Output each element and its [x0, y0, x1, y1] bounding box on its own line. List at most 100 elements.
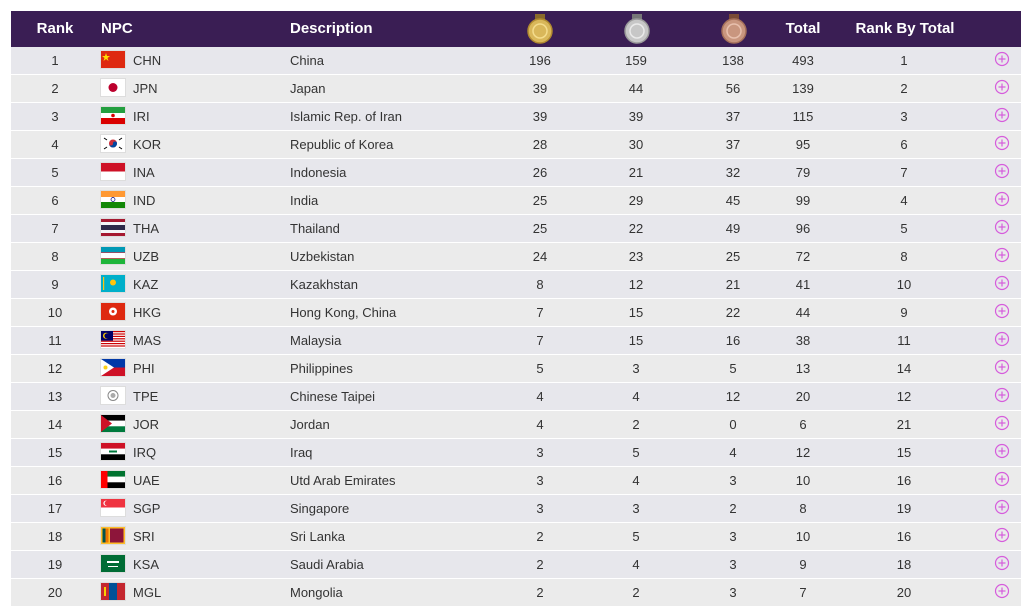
silver-medal-icon[interactable]: [623, 14, 651, 44]
bronze-count: 22: [725, 305, 741, 320]
country-name: China: [290, 53, 324, 68]
expand-plus-icon[interactable]: [994, 247, 1010, 263]
ina-flag-icon: [101, 163, 125, 180]
table-row[interactable]: 9 KAZ Kazakhstan 8 12 21 41 10: [11, 271, 1021, 299]
silver-count: 4: [632, 473, 640, 488]
expand-plus-icon[interactable]: [994, 499, 1010, 515]
header-npc[interactable]: NPC: [101, 20, 133, 37]
expand-plus-icon[interactable]: [994, 135, 1010, 151]
expand-plus-icon[interactable]: [994, 51, 1010, 67]
table-row[interactable]: 5 INA Indonesia 26 21 32 79 7: [11, 159, 1021, 187]
table-row[interactable]: 7 THA Thailand 25 22 49 96 5: [11, 215, 1021, 243]
table-row[interactable]: 2 JPN Japan 39 44 56 139 2: [11, 75, 1021, 103]
bronze-count: 25: [725, 249, 741, 264]
country-name: Japan: [290, 81, 326, 96]
expand-plus-icon[interactable]: [994, 107, 1010, 123]
header-description[interactable]: Description: [290, 20, 373, 37]
bronze-count: 56: [725, 81, 741, 96]
rank-cell: 7: [51, 221, 59, 236]
header-total[interactable]: Total: [785, 20, 821, 37]
kor-flag-icon: [101, 135, 125, 152]
gold-count: 196: [529, 53, 551, 68]
expand-plus-icon[interactable]: [994, 527, 1010, 543]
table-row[interactable]: 17 SGP Singapore 3 3 2 8 19: [11, 495, 1021, 523]
expand-plus-icon[interactable]: [994, 387, 1010, 403]
silver-count: 22: [628, 221, 644, 236]
gold-count: 25: [532, 221, 548, 236]
expand-plus-icon[interactable]: [994, 79, 1010, 95]
gold-count: 7: [536, 333, 544, 348]
table-row[interactable]: 11 MAS Malaysia 7 15 16 38 11: [11, 327, 1021, 355]
npc-code: INA: [133, 165, 155, 180]
rank-cell: 16: [47, 473, 63, 488]
jor-flag-icon: [101, 415, 125, 432]
gold-count: 39: [532, 109, 548, 124]
table-row[interactable]: 19 KSA Saudi Arabia 2 4 3 9 18: [11, 551, 1021, 579]
rank-cell: 8: [51, 249, 59, 264]
total-count: 38: [795, 333, 811, 348]
ind-flag-icon: [101, 191, 125, 208]
expand-plus-icon[interactable]: [994, 219, 1010, 235]
npc-code: KAZ: [133, 277, 159, 292]
rank-cell: 13: [47, 389, 63, 404]
gold-medal-icon[interactable]: [526, 14, 554, 44]
table-row[interactable]: 4 KOR Republic of Korea 28 30 37 95 6: [11, 131, 1021, 159]
country-name: Malaysia: [290, 333, 342, 348]
bronze-count: 32: [725, 165, 741, 180]
silver-count: 15: [628, 333, 644, 348]
rank-cell: 5: [51, 165, 59, 180]
expand-plus-icon[interactable]: [994, 303, 1010, 319]
silver-count: 23: [628, 249, 644, 264]
rank-by-total: 2: [900, 81, 908, 96]
expand-plus-icon[interactable]: [994, 443, 1010, 459]
country-name: Hong Kong, China: [290, 305, 397, 320]
expand-plus-icon[interactable]: [994, 191, 1010, 207]
expand-plus-icon[interactable]: [994, 583, 1010, 599]
rank-cell: 10: [47, 305, 63, 320]
expand-plus-icon[interactable]: [994, 471, 1010, 487]
rank-cell: 20: [47, 585, 63, 600]
npc-code: MAS: [133, 333, 162, 348]
expand-plus-icon[interactable]: [994, 163, 1010, 179]
bronze-medal-icon[interactable]: [720, 14, 748, 44]
table-row[interactable]: 14 JOR Jordan 4 2 0 6 21: [11, 411, 1021, 439]
bronze-count: 37: [725, 109, 741, 124]
gold-count: 2: [536, 585, 544, 600]
rank-by-total: 20: [896, 585, 912, 600]
rank-cell: 11: [48, 333, 62, 348]
table-row[interactable]: 3 IRI Islamic Rep. of Iran 39 39 37 115 3: [11, 103, 1021, 131]
table-row[interactable]: 10 HKG Hong Kong, China 7 15 22 44 9: [11, 299, 1021, 327]
table-row[interactable]: 13 TPE Chinese Taipei 4 4 12 20 12: [11, 383, 1021, 411]
table-row[interactable]: 16 UAE Utd Arab Emirates 3 4 3 10 16: [11, 467, 1021, 495]
rank-cell: 1: [51, 53, 59, 68]
npc-code: UAE: [133, 473, 160, 488]
bronze-count: 16: [725, 333, 741, 348]
header-rank-by-total[interactable]: Rank By Total: [855, 20, 955, 37]
table-row[interactable]: 1 CHN China 196 159 138 493 1: [11, 47, 1021, 75]
gold-count: 4: [536, 417, 544, 432]
country-name: Philippines: [290, 361, 353, 376]
expand-plus-icon[interactable]: [994, 359, 1010, 375]
expand-plus-icon[interactable]: [994, 331, 1010, 347]
npc-code: MGL: [133, 585, 162, 600]
rank-cell: 6: [51, 193, 59, 208]
expand-plus-icon[interactable]: [994, 555, 1010, 571]
rank-by-total: 7: [900, 165, 908, 180]
table-row[interactable]: 18 SRI Sri Lanka 2 5 3 10 16: [11, 523, 1021, 551]
table-row[interactable]: 15 IRQ Iraq 3 5 4 12 15: [11, 439, 1021, 467]
table-row[interactable]: 8 UZB Uzbekistan 24 23 25 72 8: [11, 243, 1021, 271]
medal-table: Rank NPC Description Total Rank By Total…: [11, 11, 1021, 607]
rank-cell: 17: [47, 501, 63, 516]
table-row[interactable]: 20 MGL Mongolia 2 2 3 7 20: [11, 579, 1021, 607]
rank-by-total: 10: [896, 277, 912, 292]
country-name: Republic of Korea: [290, 137, 394, 152]
expand-plus-icon[interactable]: [994, 415, 1010, 431]
table-row[interactable]: 12 PHI Philippines 5 3 5 13 14: [11, 355, 1021, 383]
expand-plus-icon[interactable]: [994, 275, 1010, 291]
tpe-flag-icon: [101, 387, 125, 404]
total-count: 79: [795, 165, 811, 180]
table-row[interactable]: 6 IND India 25 29 45 99 4: [11, 187, 1021, 215]
header-rank[interactable]: Rank: [36, 20, 74, 37]
rank-cell: 9: [51, 277, 59, 292]
country-name: Mongolia: [290, 585, 343, 600]
